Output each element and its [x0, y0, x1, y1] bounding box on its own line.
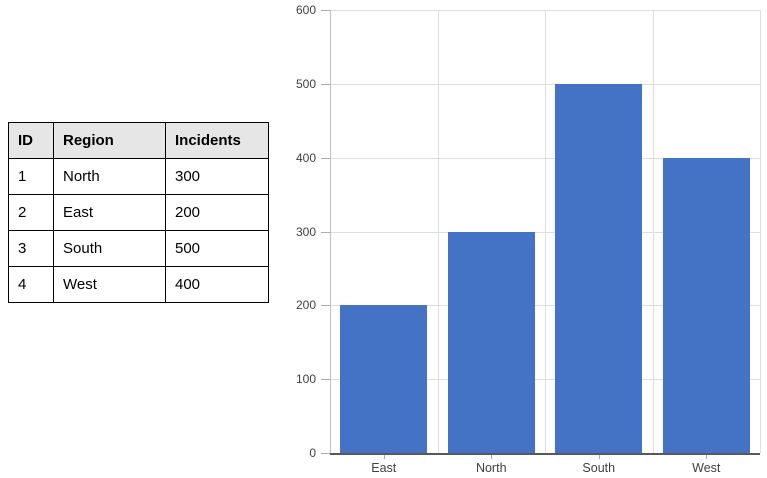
- y-axis-tick-label: 0: [309, 446, 316, 460]
- y-axis-tick: [321, 453, 330, 454]
- bar-north: [447, 231, 535, 453]
- x-axis-tick: [491, 455, 493, 459]
- table-row: 4 West 400: [8, 266, 269, 303]
- v-gridline: [545, 10, 546, 453]
- bar-south: [555, 83, 643, 453]
- y-axis-tick: [321, 83, 330, 85]
- y-axis-tick: [321, 231, 330, 233]
- x-axis-tick: [706, 455, 708, 459]
- column-header: ID: [8, 122, 54, 159]
- x-axis-category-label: East: [371, 461, 397, 475]
- y-axis-tick-label: 200: [295, 298, 316, 313]
- y-axis-tick: [321, 10, 330, 11]
- table-body: 1 North 300 2 East 200 3 South 500 4 West 400: [8, 158, 269, 303]
- x-axis-category-label: North: [475, 461, 507, 475]
- y-axis-tick-label: 500: [295, 76, 316, 91]
- x-axis-line: [330, 453, 760, 455]
- y-axis-tick: [321, 379, 330, 381]
- table-cell: 500: [165, 230, 269, 267]
- table-row: 1 North 300: [8, 158, 269, 195]
- data-table: ID Region Incidents 1 North 300 2 East 200 3 Sout…: [8, 122, 269, 303]
- y-axis-tick: [321, 157, 330, 159]
- y-axis-line: [330, 10, 331, 453]
- x-axis-category-label: West: [692, 461, 721, 475]
- table-header: ID Region Incidents: [8, 122, 269, 159]
- table-cell: 200: [165, 194, 269, 231]
- table-cell: West: [53, 266, 166, 303]
- bar-east: [340, 305, 428, 453]
- table-cell: 2: [8, 194, 54, 231]
- x-axis-tick: [383, 455, 385, 459]
- v-gridline: [437, 10, 439, 453]
- table-cell: East: [53, 194, 166, 231]
- v-gridline: [652, 10, 654, 453]
- table-cell: 4: [8, 266, 54, 303]
- y-axis-tick-label: 400: [295, 150, 316, 165]
- table-cell: 400: [165, 266, 269, 303]
- table-cell: 1: [8, 158, 54, 195]
- table-row: 3 South 500: [8, 230, 269, 267]
- y-axis-tick-label: 600: [295, 3, 316, 17]
- y-axis-tick-label: 100: [295, 372, 316, 387]
- table-row: 2 East 200: [8, 194, 269, 231]
- y-axis-tick: [321, 305, 330, 307]
- v-gridline: [760, 10, 761, 453]
- y-axis-tick-label: 300: [295, 224, 316, 239]
- table-cell: South: [53, 230, 166, 267]
- x-axis-category-label: South: [582, 461, 616, 475]
- table-cell: 300: [165, 158, 269, 195]
- x-axis-tick: [598, 455, 600, 459]
- bar-west: [662, 157, 750, 453]
- table-header-row: ID Region Incidents: [8, 122, 269, 159]
